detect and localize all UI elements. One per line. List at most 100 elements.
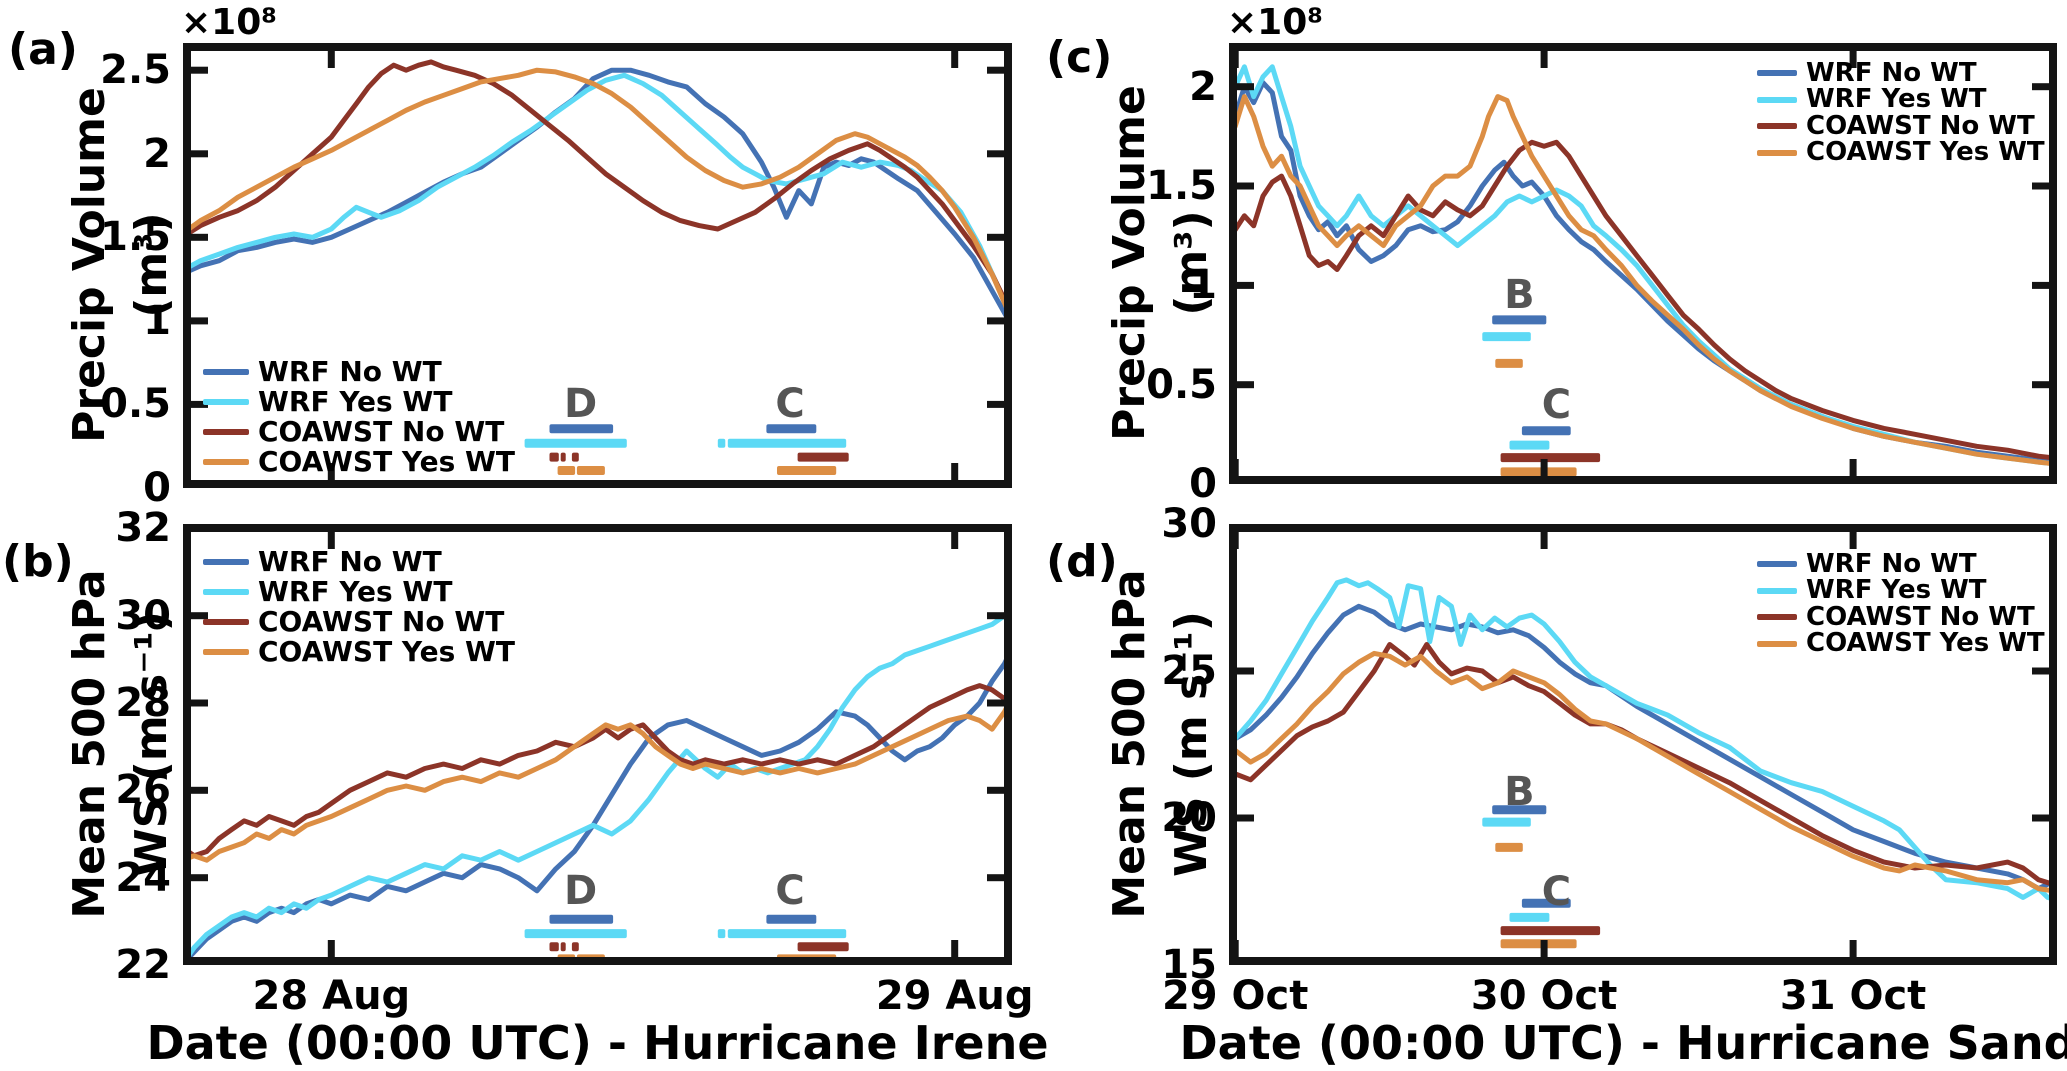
tick-mark [191, 699, 208, 707]
legend-swatch-coawst_yes_wt [1757, 640, 1797, 647]
tick-mark [191, 66, 208, 74]
tick-mark [191, 481, 208, 488]
annotation-bar-wrf_no_wt [1521, 426, 1571, 436]
axis-offset-text: ×10⁸ [181, 2, 278, 43]
tick-mark [987, 524, 1004, 532]
y-tick-label: 30 [1161, 501, 1217, 547]
legend-swatch-wrf_no_wt [203, 559, 249, 565]
legend-item: COAWST No WT [203, 607, 515, 637]
annotation-bar-coawst_yes_wt [557, 466, 576, 475]
axis-spine [183, 524, 1012, 965]
legend: WRF No WT WRF Yes WT COAWST No WT COAWST Ye… [1757, 57, 2045, 167]
axis-offset-text: ×10⁸ [1227, 2, 1324, 43]
legend-label: WRF Yes WT [1806, 84, 1987, 115]
legend-item: WRF No WT [1757, 550, 2045, 578]
legend-label: COAWST Yes WT [1806, 628, 2045, 659]
legend-item: COAWST No WT [1757, 601, 2045, 632]
annotation-letter: B [1504, 768, 1535, 815]
tick-mark [191, 400, 208, 408]
annotation-bar-wrf_yes_wt [727, 929, 847, 939]
y-tick-label: 0.5 [100, 381, 171, 428]
series-line-wrf_no_wt [191, 658, 1004, 957]
annotation-bar-coawst_no_wt [1500, 926, 1601, 936]
tick-mark [1540, 51, 1548, 68]
tick-mark [1237, 83, 1254, 91]
legend-label: WRF No WT [1806, 57, 1977, 88]
legend-item: COAWST No WT [203, 417, 515, 447]
annotation-bar-wrf_yes_wt [1482, 332, 1531, 342]
x-tick-label: 31 Oct [1779, 973, 1927, 1019]
legend-label: COAWST No WT [1806, 601, 2035, 632]
annotation-bar-wrf_no_wt [766, 914, 817, 924]
series-line-wrf_yes_wt [1237, 577, 2049, 901]
legend-item: WRF Yes WT [203, 387, 515, 417]
plot-area-c [1229, 43, 2057, 484]
legend-item: COAWST Yes WT [1757, 628, 2045, 659]
annotation-bar-wrf_yes_wt [717, 438, 726, 448]
axis-spine [183, 43, 1012, 488]
y-tick-label: 24 [115, 854, 171, 901]
series-line-wrf_no_wt [191, 67, 1004, 318]
tick-mark [987, 66, 1004, 74]
y-tick-label: 1 [1189, 262, 1217, 309]
y-tick-label: 1.5 [100, 214, 171, 261]
annotation-letter: C [1541, 868, 1572, 915]
annotation-bar-wrf_yes_wt [717, 929, 726, 939]
tick-mark [1540, 940, 1548, 957]
tick-mark [191, 786, 208, 794]
legend-swatch-wrf_no_wt [1757, 70, 1797, 77]
x-axis-label: Date (00:00 UTC) - Hurricane Sandy [1179, 1016, 2067, 1070]
legend-label: COAWST No WT [258, 415, 505, 449]
legend-item: COAWST Yes WT [203, 447, 515, 477]
tick-mark [1849, 459, 1857, 476]
legend-item: COAWST Yes WT [203, 637, 515, 667]
annotation-letter: C [1541, 381, 1572, 428]
tick-mark [1237, 524, 1254, 531]
series-line-coawst_yes_wt [1237, 94, 2049, 466]
panel-letter: (a) [8, 24, 78, 75]
annotation-letter: C [775, 381, 805, 428]
annotation-bar-wrf_no_wt [1492, 805, 1547, 815]
series-line-wrf_yes_wt [191, 612, 1004, 957]
tick-mark [327, 940, 335, 957]
x-tick-label: 28 Aug [252, 973, 411, 1019]
legend-swatch-wrf_yes_wt [1757, 587, 1797, 594]
plot-area-d [1229, 524, 2057, 965]
annotation-bar-wrf_yes_wt [1509, 440, 1550, 450]
y-tick-label: 32 [115, 505, 171, 552]
plot-area-b [183, 524, 1012, 965]
tick-mark [987, 699, 1004, 707]
tick-mark [2032, 667, 2049, 675]
annotation-bar-wrf_no_wt [766, 424, 817, 434]
legend-label: COAWST Yes WT [258, 635, 516, 669]
legend-item: WRF Yes WT [1757, 84, 2045, 115]
legend-swatch-coawst_no_wt [1757, 123, 1797, 130]
x-tick-label: 30 Oct [1470, 973, 1618, 1019]
y-tick-label: 0.5 [1146, 361, 1217, 408]
annotation-letter: B [1504, 272, 1535, 319]
legend-swatch-wrf_no_wt [1757, 561, 1797, 568]
annotation-bar-wrf_no_wt [1492, 315, 1547, 325]
y-tick-label: 30 [115, 592, 171, 639]
annotation-bar-wrf_yes_wt [524, 438, 627, 448]
annotation-letter: D [564, 381, 598, 428]
tick-mark [191, 150, 208, 158]
annotation-letter: D [564, 867, 598, 914]
tick-mark [987, 150, 1004, 158]
annotation-bar-coawst_yes_wt [777, 466, 837, 475]
y-tick-label: 0 [143, 465, 171, 511]
panel-letter: (c) [1046, 32, 1113, 83]
annotation-bar-wrf_no_wt [1521, 898, 1571, 908]
y-tick-label: 26 [115, 767, 171, 814]
annotation-bar-coawst_yes_wt [1500, 467, 1577, 477]
plot-area-a [183, 43, 1012, 488]
annotation-bar-coawst_yes_wt [1495, 358, 1523, 368]
legend-label: COAWST No WT [258, 605, 505, 639]
annotation-bar-coawst_yes_wt [1500, 939, 1577, 949]
legend-item: COAWST Yes WT [1757, 138, 2045, 167]
series-line-coawst_no_wt [1237, 139, 2049, 460]
legend-swatch-wrf_yes_wt [1757, 96, 1797, 103]
legend-swatch-coawst_no_wt [1757, 614, 1797, 621]
x-tick-label: 29 Aug [875, 973, 1034, 1019]
tick-mark [987, 481, 1004, 488]
